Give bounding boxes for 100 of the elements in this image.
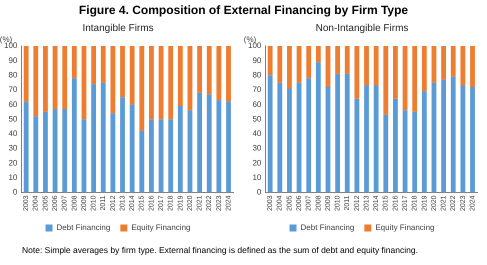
bar [24,46,29,102]
bar [139,130,144,192]
legend-label: Equity Financing [375,223,434,232]
y-tick-label: 10 [252,172,262,182]
bar [450,76,456,192]
bar [226,46,231,102]
bar [82,119,86,192]
bar [460,86,466,192]
legend-label: Debt Financing [300,223,354,232]
bar [316,62,321,192]
legend-label: Equity Financing [131,223,190,232]
bar [158,46,164,120]
bar [402,46,408,110]
bar [374,86,379,192]
bar [306,78,312,192]
bar [383,46,388,115]
y-tick-label: 40 [252,129,262,138]
bar [52,46,58,109]
bar [450,46,456,77]
text: Note: Simple averages by firm type. External financing is defined as the sum of debt and equity financing. [21,245,419,255]
bar [316,46,321,62]
bar [432,46,436,83]
bar [52,108,58,192]
bar [188,110,192,192]
bar [344,46,350,74]
y-tick-label: 60 [252,100,262,109]
bar [460,46,466,86]
bar [296,82,302,192]
bar [296,46,302,83]
bar [287,88,292,192]
bar [197,46,202,93]
bar [268,75,273,192]
bar [100,82,106,192]
bar [178,106,183,192]
y-tick-label: 40 [8,129,18,138]
bar [188,46,192,110]
bar [158,119,164,192]
bar [374,46,379,86]
y-tick-label: 90 [252,56,262,65]
bar [197,92,202,192]
bar [277,46,282,83]
bar [91,84,96,192]
bar [268,46,273,76]
bar [470,87,475,192]
y-tick-label: 50 [8,114,18,124]
bar [178,46,183,106]
y-tick-label: 60 [8,100,18,109]
bar [326,87,330,192]
bar [149,46,154,120]
bar [393,98,398,192]
bar [43,112,48,192]
bar [470,46,475,87]
chart-subtitle: Intangible Firms [82,22,154,34]
y-tick-label: 70 [252,85,262,94]
bar [62,46,68,109]
bar [72,78,77,192]
y-tick-label: 80 [252,70,262,80]
bar [72,46,77,78]
bar [226,102,231,192]
bar [326,46,330,87]
y-tick-label: 90 [8,56,18,65]
bar [277,82,282,192]
bar [206,94,212,192]
bar [62,108,68,192]
bar [393,46,398,99]
bar [149,119,154,192]
bar [432,82,436,192]
bar [33,116,38,192]
bar [383,114,388,192]
bar [422,46,427,92]
legend-label: Debt Financing [56,223,110,232]
bar [216,46,222,100]
bar [306,46,312,78]
bar [402,110,408,192]
bar [216,100,222,192]
bar [130,46,135,105]
y-tick-label: 20 [8,158,18,168]
bar [24,102,29,192]
chart-title: Figure 4. Composition of External Financing by Firm Type [78,2,410,19]
bar [43,46,48,112]
bar [422,91,427,192]
bar [120,46,125,98]
bar [335,46,340,74]
bar [354,98,360,192]
bar [110,46,116,114]
bar [335,74,340,192]
bar [412,46,418,112]
y-tick-label: 70 [8,85,18,94]
bar [168,46,174,120]
bar [206,46,212,94]
y-tick-label: 0 [12,188,18,197]
bar [139,46,144,131]
y-tick-label: 0 [256,188,262,197]
bar [91,46,96,84]
bar [110,113,116,192]
bar [412,112,418,192]
bar [168,119,174,192]
bar [441,46,446,80]
bar [130,104,135,192]
bar [100,46,106,83]
